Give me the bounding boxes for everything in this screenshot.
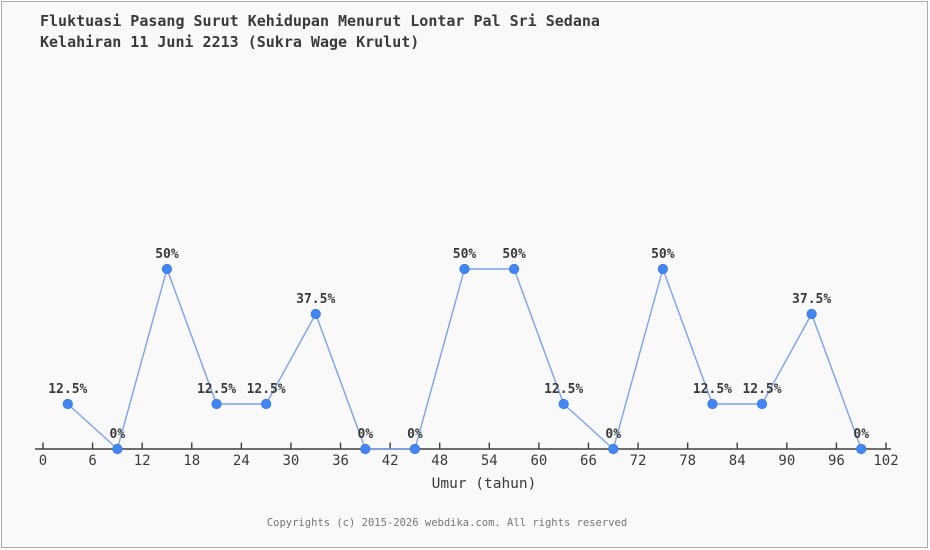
data-point [806, 308, 817, 320]
x-axis-tick-label: 18 [183, 453, 200, 469]
x-axis-tick-label: 78 [679, 453, 696, 469]
data-point-label: 12.5% [247, 382, 286, 397]
data-point-label: 50% [502, 247, 526, 262]
x-axis-tick-label: 90 [778, 453, 795, 469]
data-point [558, 398, 569, 410]
x-axis-tick-label: 66 [580, 453, 597, 469]
data-point [508, 263, 520, 275]
data-point [261, 398, 272, 410]
data-point [310, 308, 321, 320]
x-axis-tick-label: 24 [233, 453, 250, 469]
x-axis-tick-label: 72 [630, 453, 647, 469]
chart-title-line1: Fluktuasi Pasang Surut Kehidupan Menurut… [40, 12, 600, 30]
x-axis-tick-label: 48 [431, 453, 448, 469]
data-point [211, 398, 222, 410]
data-point-label: 50% [155, 247, 179, 262]
data-point-label: 0% [407, 427, 423, 442]
data-point [707, 398, 718, 410]
x-axis-tick-label: 54 [481, 453, 498, 469]
x-axis-tick-label: 96 [828, 453, 845, 469]
data-point-label: 12.5% [742, 382, 781, 397]
data-point [459, 263, 470, 275]
data-point-label: 50% [651, 247, 675, 262]
x-axis-tick-label: 60 [530, 453, 547, 469]
data-point-label: 0% [853, 427, 869, 442]
x-axis-tick-label: 102 [873, 453, 898, 469]
x-axis-tick-label: 12 [134, 453, 151, 469]
data-point-label: 0% [110, 427, 126, 442]
data-point [608, 443, 619, 455]
data-point-label: 12.5% [693, 382, 732, 397]
x-axis-title: Umur (tahun) [431, 476, 537, 492]
data-point-label: 0% [605, 427, 621, 442]
x-axis-tick-label: 0 [39, 453, 47, 469]
data-point-label: 50% [453, 247, 477, 262]
data-point-label: 0% [357, 427, 373, 442]
x-axis-tick-label: 42 [382, 453, 399, 469]
copyright-text: Copyrights (c) 2015-2026 webdika.com. Al… [266, 517, 628, 529]
data-point-label: 12.5% [48, 382, 87, 397]
data-point-label: 37.5% [792, 292, 831, 307]
x-axis-tick-label: 6 [88, 453, 96, 469]
data-line [67, 268, 862, 450]
x-axis-tick-label: 36 [332, 453, 349, 469]
data-point-label: 12.5% [197, 382, 236, 397]
data-point [62, 398, 73, 410]
data-point [856, 443, 867, 455]
data-point [657, 263, 668, 275]
chart-title: Fluktuasi Pasang Surut Kehidupan Menurut… [40, 11, 600, 53]
data-point [360, 443, 371, 455]
data-point-label: 12.5% [544, 382, 583, 397]
x-axis-tick-label: 30 [283, 453, 300, 469]
x-axis-tick-label: 84 [729, 453, 746, 469]
chart-title-line2: Kelahiran 11 Juni 2213 (Sukra Wage Krulu… [40, 33, 420, 51]
data-point [112, 443, 123, 455]
data-point [161, 263, 173, 275]
data-point-label: 37.5% [296, 292, 335, 307]
data-point [409, 443, 421, 455]
data-point [756, 398, 768, 410]
